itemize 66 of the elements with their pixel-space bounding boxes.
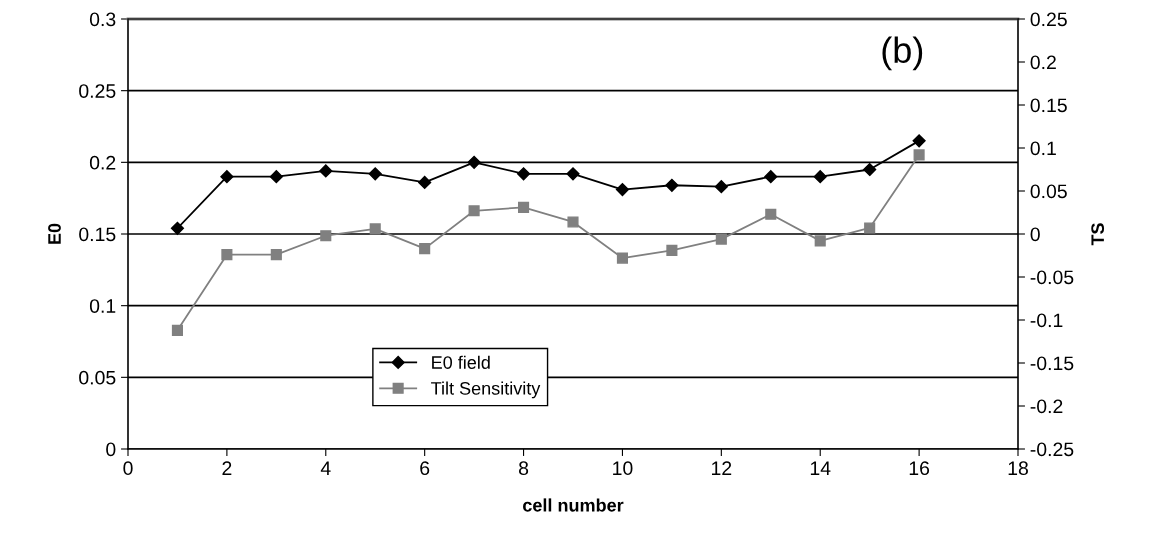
y-tick-label: 0.2	[89, 155, 116, 170]
y2-tick-label: 0.2	[1030, 55, 1056, 70]
y-tick-label: 0.15	[79, 227, 116, 242]
y-tick-label: 0.05	[79, 370, 116, 385]
y2-tick-label: 0	[1030, 227, 1040, 242]
point	[666, 244, 678, 256]
point	[864, 222, 876, 234]
point	[171, 324, 184, 336]
x-tick-label: 10	[613, 461, 633, 476]
legend-label: Tilt Sensitivity	[431, 381, 541, 399]
y2-tick-label: 0.1	[1030, 141, 1056, 156]
x-tick-label: 0	[123, 461, 133, 476]
point	[221, 249, 233, 261]
y-tick-label: 0.1	[89, 299, 116, 313]
y2-tick-label: 0.25	[1030, 12, 1067, 27]
y-axis-title: E0	[48, 223, 61, 244]
point	[320, 230, 332, 242]
y-tick-label: 0	[106, 442, 116, 457]
point	[368, 167, 382, 181]
x-tick-label: 16	[909, 461, 930, 476]
point	[764, 170, 778, 184]
point	[912, 134, 926, 148]
point	[270, 249, 282, 261]
point	[419, 243, 431, 255]
point	[319, 164, 333, 178]
x-tick-label: 12	[712, 461, 732, 475]
point	[566, 167, 580, 181]
annotation: (b)	[882, 36, 923, 71]
point	[517, 201, 530, 213]
y2-tick-label: -0.05	[1030, 270, 1074, 285]
x-tick-label: 18	[1008, 461, 1028, 476]
point	[567, 216, 579, 228]
point	[269, 170, 283, 184]
y2-tick-label: 0.15	[1030, 98, 1067, 113]
y2-tick-label: -0.2	[1030, 399, 1063, 414]
y-tick-label: 0.25	[79, 84, 116, 98]
point	[615, 182, 630, 197]
point	[913, 149, 925, 161]
x-tick-label: 2	[222, 461, 232, 475]
point	[418, 175, 432, 189]
point	[369, 223, 381, 235]
point	[863, 162, 877, 177]
point	[714, 180, 728, 194]
y2-tick-label: -0.15	[1030, 356, 1074, 371]
point	[715, 233, 727, 245]
point	[765, 208, 777, 220]
point	[170, 221, 185, 235]
x-axis-title: cell number	[523, 498, 624, 512]
point	[813, 170, 827, 184]
point	[467, 155, 481, 169]
y2-tick-label: -0.25	[1030, 442, 1074, 457]
y2-axis-title: TS	[1091, 223, 1105, 246]
y2-tick-label: 0.05	[1030, 184, 1067, 199]
point	[814, 235, 826, 247]
point	[616, 252, 629, 264]
point	[516, 167, 531, 181]
x-tick-label: 6	[420, 461, 430, 476]
x-tick-label: 4	[320, 461, 331, 475]
point	[468, 205, 480, 217]
x-tick-label: 14	[810, 461, 831, 475]
point	[220, 170, 234, 184]
point	[665, 178, 679, 192]
y-tick-label: 0.3	[89, 12, 116, 27]
x-tick-label: 8	[518, 461, 529, 476]
y2-tick-label: -0.1	[1030, 313, 1063, 328]
legend-label: E0 field	[432, 355, 490, 369]
